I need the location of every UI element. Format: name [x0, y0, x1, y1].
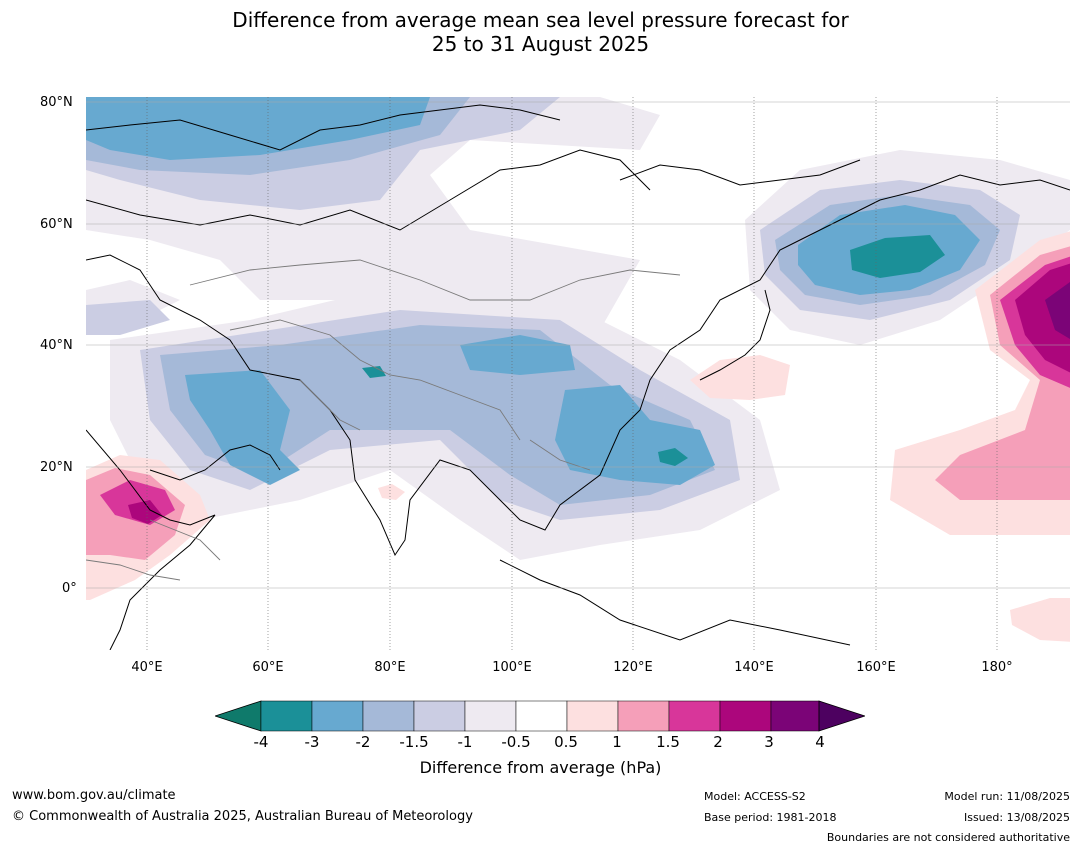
colorbar-bin-m2-m15: [362, 700, 415, 732]
colorbar-bin-1-15: [617, 700, 670, 732]
chart-title: Difference from average mean sea level p…: [0, 8, 1081, 56]
lon-label-100e: 100°E: [492, 660, 532, 675]
colorbar-tick-3: 3: [764, 733, 774, 751]
colorbar-bin-m05-05: [515, 700, 568, 732]
anomaly-region-northwest-low: [86, 97, 660, 335]
graticule-parallels: [86, 101, 1070, 589]
coastlines: [86, 104, 1070, 650]
colorbar-bin-05-1: [566, 700, 619, 732]
footer-boundaries-note: Boundaries are not considered authoritat…: [826, 831, 1070, 844]
colorbar-tick-m05: -0.5: [501, 733, 531, 751]
colorbar-svg: [213, 700, 867, 732]
colorbar-extend-low: [213, 700, 262, 732]
map-area: 80°N 60°N 40°N 20°N 0° 40°E 60°E 80°E 10…: [40, 95, 1070, 675]
anomaly-region-kamchatka-low: [745, 150, 1070, 345]
colorbar-extend-high: [818, 700, 867, 732]
lat-label-0: 0°: [62, 581, 77, 596]
lat-label-20n: 20°N: [40, 460, 73, 475]
country-borders: [86, 259, 681, 581]
colorbar-bin-3-4: [770, 700, 820, 732]
title-line-1: Difference from average mean sea level p…: [232, 8, 849, 32]
footer-copyright: © Commonwealth of Australia 2025, Austra…: [12, 809, 473, 824]
graticule-meridians: [146, 97, 998, 650]
title-line-2: 25 to 31 August 2025: [431, 32, 650, 56]
footer-model: Model: ACCESS-S2: [704, 790, 806, 803]
lat-label-60n: 60°N: [40, 217, 73, 232]
lon-label-80e: 80°E: [374, 660, 406, 675]
colorbar-bin-2-3: [719, 700, 772, 732]
colorbar-bin-m15-m1: [413, 700, 466, 732]
colorbar-tick-1: 1: [612, 733, 622, 751]
map-svg: [86, 97, 1070, 650]
anomaly-region-africa-high: [86, 455, 405, 600]
colorbar-tick-m1: -1: [457, 733, 473, 751]
colorbar: [213, 700, 867, 732]
colorbar-tick-m15: -1.5: [399, 733, 429, 751]
lon-label-160e: 160°E: [856, 660, 896, 675]
lat-label-80n: 80°N: [40, 95, 73, 110]
lon-label-120e: 120°E: [613, 660, 653, 675]
lon-label-180: 180°: [981, 660, 1013, 675]
colorbar-tick-m2: -2: [355, 733, 371, 751]
colorbar-bin-m1-m05: [464, 700, 517, 732]
colorbar-bin-15-2: [668, 700, 721, 732]
colorbar-tick-4: 4: [815, 733, 825, 751]
lon-label-140e: 140°E: [734, 660, 774, 675]
lon-label-60e: 60°E: [252, 660, 284, 675]
lat-label-40n: 40°N: [40, 338, 73, 353]
colorbar-tick-15: 1.5: [656, 733, 680, 751]
colorbar-bin-m4-m3: [260, 700, 313, 732]
footer-url: www.bom.gov.au/climate: [12, 788, 176, 803]
colorbar-tick-05: 0.5: [554, 733, 578, 751]
footer-issued: Issued: 13/08/2025: [963, 811, 1070, 824]
colorbar-title: Difference from average (hPa): [419, 758, 662, 777]
colorbar-tick-m4: -4: [253, 733, 269, 751]
lon-label-40e: 40°E: [131, 660, 163, 675]
footer-base-period: Base period: 1981-2018: [704, 811, 837, 824]
colorbar-tick-2: 2: [713, 733, 723, 751]
anomaly-region-pacific-high: [690, 231, 1070, 642]
footer-model-run: Model run: 11/08/2025: [944, 790, 1070, 803]
colorbar-tick-m3: -3: [304, 733, 320, 751]
colorbar-bin-m3-m2: [311, 700, 364, 732]
